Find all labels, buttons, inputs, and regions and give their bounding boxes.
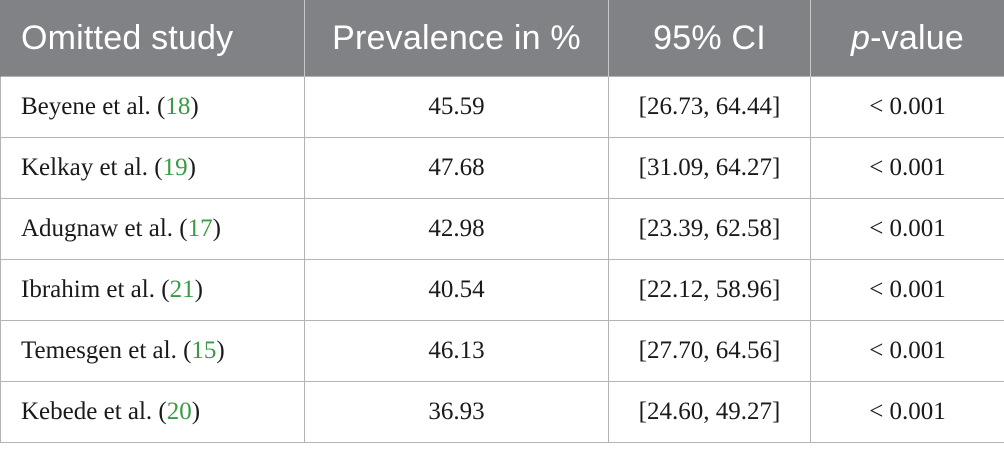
study-close-paren: ) <box>190 93 199 120</box>
study-close-paren: ) <box>194 276 203 303</box>
table-row: Temesgen et al. (15) 46.13 [27.70, 64.56… <box>0 320 1004 382</box>
table-row: Adugnaw et al. (17) 42.98 [23.39, 62.58]… <box>0 198 1004 260</box>
header-ci: 95% CI <box>608 0 811 77</box>
reference-link[interactable]: 19 <box>162 154 188 181</box>
study-author: Kelkay et al. ( <box>21 154 163 181</box>
pvalue-cell: < 0.001 <box>810 137 1004 199</box>
study-cell: Kelkay et al. (19) <box>0 137 305 199</box>
reference-link[interactable]: 20 <box>166 398 192 425</box>
reference-link[interactable]: 18 <box>165 93 191 120</box>
prevalence-cell: 46.13 <box>304 320 609 382</box>
table-row: Kebede et al. (20) 36.93 [24.60, 49.27] … <box>0 381 1004 443</box>
table-header: Omitted study Prevalence in % 95% CI p-v… <box>0 0 1004 77</box>
ci-cell: [26.73, 64.44] <box>608 76 811 138</box>
header-pvalue-italic: p <box>851 19 871 57</box>
study-author: Temesgen et al. ( <box>21 337 192 364</box>
sensitivity-analysis-table: Omitted study Prevalence in % 95% CI p-v… <box>0 0 1004 443</box>
ci-cell: [23.39, 62.58] <box>608 198 811 260</box>
pvalue-cell: < 0.001 <box>810 381 1004 443</box>
study-cell: Ibrahim et al. (21) <box>0 259 305 321</box>
study-cell: Kebede et al. (20) <box>0 381 305 443</box>
header-omitted-study: Omitted study <box>0 0 305 77</box>
study-cell: Beyene et al. (18) <box>0 76 305 138</box>
study-author: Beyene et al. ( <box>21 93 166 120</box>
prevalence-cell: 40.54 <box>304 259 609 321</box>
prevalence-cell: 36.93 <box>304 381 609 443</box>
prevalence-cell: 47.68 <box>304 137 609 199</box>
study-author: Adugnaw et al. ( <box>21 215 188 242</box>
ci-cell: [24.60, 49.27] <box>608 381 811 443</box>
study-author: Ibrahim et al. ( <box>21 276 170 303</box>
study-close-paren: ) <box>212 215 221 242</box>
sensitivity-table-container: Omitted study Prevalence in % 95% CI p-v… <box>0 0 1004 443</box>
prevalence-cell: 42.98 <box>304 198 609 260</box>
header-pvalue-rest: -value <box>870 19 964 57</box>
pvalue-cell: < 0.001 <box>810 320 1004 382</box>
study-close-paren: ) <box>216 337 225 364</box>
study-cell: Adugnaw et al. (17) <box>0 198 305 260</box>
table-row: Kelkay et al. (19) 47.68 [31.09, 64.27] … <box>0 137 1004 199</box>
reference-link[interactable]: 21 <box>169 276 195 303</box>
ci-cell: [22.12, 58.96] <box>608 259 811 321</box>
study-close-paren: ) <box>191 398 201 425</box>
header-pvalue: p-value <box>810 0 1004 77</box>
reference-link[interactable]: 15 <box>191 337 217 364</box>
table-body: Beyene et al. (18) 45.59 [26.73, 64.44] … <box>0 76 1004 443</box>
ci-cell: [27.70, 64.56] <box>608 320 811 382</box>
pvalue-cell: < 0.001 <box>810 76 1004 138</box>
pvalue-cell: < 0.001 <box>810 259 1004 321</box>
table-row: Ibrahim et al. (21) 40.54 [22.12, 58.96]… <box>0 259 1004 321</box>
study-cell: Temesgen et al. (15) <box>0 320 305 382</box>
table-row: Beyene et al. (18) 45.59 [26.73, 64.44] … <box>0 76 1004 138</box>
study-close-paren: ) <box>187 154 196 181</box>
pvalue-cell: < 0.001 <box>810 198 1004 260</box>
reference-link[interactable]: 17 <box>187 215 213 242</box>
ci-cell: [31.09, 64.27] <box>608 137 811 199</box>
prevalence-cell: 45.59 <box>304 76 609 138</box>
header-row: Omitted study Prevalence in % 95% CI p-v… <box>0 0 1004 77</box>
study-author: Kebede et al. ( <box>21 398 167 425</box>
header-prevalence: Prevalence in % <box>304 0 609 77</box>
